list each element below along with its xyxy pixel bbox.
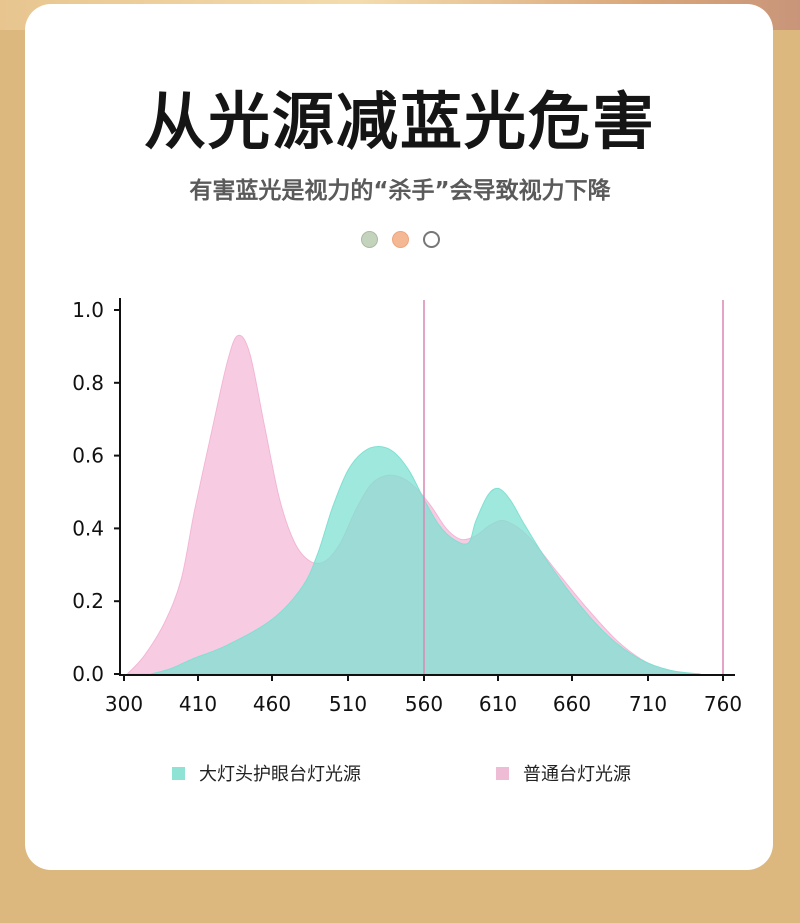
carousel-dots: [0, 231, 800, 248]
x-tick-label: 760: [704, 692, 742, 716]
legend-item-eye-care: 大灯头护眼台灯光源: [172, 760, 361, 786]
x-tick-label: 660: [553, 692, 591, 716]
legend-item-ordinary: 普通台灯光源: [496, 760, 631, 786]
x-tick-label: 710: [629, 692, 667, 716]
y-tick-label: 0.0: [72, 662, 104, 686]
dot-green[interactable]: [360, 231, 378, 248]
y-tick-label: 0.4: [72, 516, 104, 540]
x-tick-label: 610: [479, 692, 517, 716]
y-tick-label: 0.2: [72, 589, 104, 613]
x-tick-label: 300: [105, 692, 143, 716]
y-tick-label: 1.0: [72, 298, 104, 322]
x-tick-label: 460: [253, 692, 291, 716]
legend-swatch-ordinary: [496, 766, 509, 780]
page-title: 从光源减蓝光危害: [143, 85, 656, 158]
x-tick-label: 410: [179, 692, 217, 716]
series-area-eye-care: [150, 445, 701, 675]
x-tick-label: 560: [405, 692, 443, 716]
dot-hollow[interactable]: [422, 231, 440, 248]
y-tick-label: 0.6: [72, 444, 104, 468]
legend-swatch-eye-care: [172, 766, 185, 780]
x-tick-label: 510: [329, 692, 367, 716]
dot-orange[interactable]: [391, 231, 409, 248]
y-tick-label: 0.8: [72, 371, 104, 395]
chart-legend: 大灯头护眼台灯光源 普通台灯光源: [0, 760, 800, 790]
page-subtitle: 有害蓝光是视力的“杀手”会导致视力下降: [189, 178, 611, 204]
legend-label-ordinary: 普通台灯光源: [523, 764, 631, 785]
legend-label-eye-care: 大灯头护眼台灯光源: [199, 764, 361, 785]
content-card: [25, 4, 773, 870]
